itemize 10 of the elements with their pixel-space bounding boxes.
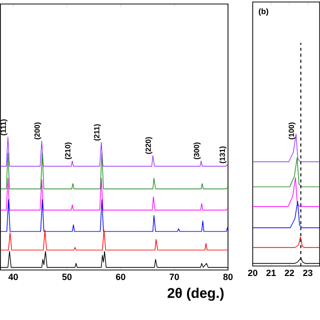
- x-tick-label: 80: [223, 274, 233, 280]
- x-tick-label: 20: [248, 270, 258, 276]
- x-tick-label: 50: [62, 274, 72, 280]
- x-tick-label: 40: [8, 274, 18, 280]
- x-tick-label: 60: [116, 274, 126, 280]
- x-tick-label: 22: [284, 270, 294, 276]
- x-tick-label: 21: [266, 270, 276, 276]
- x-tick-label: 23: [303, 270, 312, 276]
- x-tick-label: 70: [170, 274, 179, 280]
- x-axis-title: 2θ (deg.): [168, 288, 224, 301]
